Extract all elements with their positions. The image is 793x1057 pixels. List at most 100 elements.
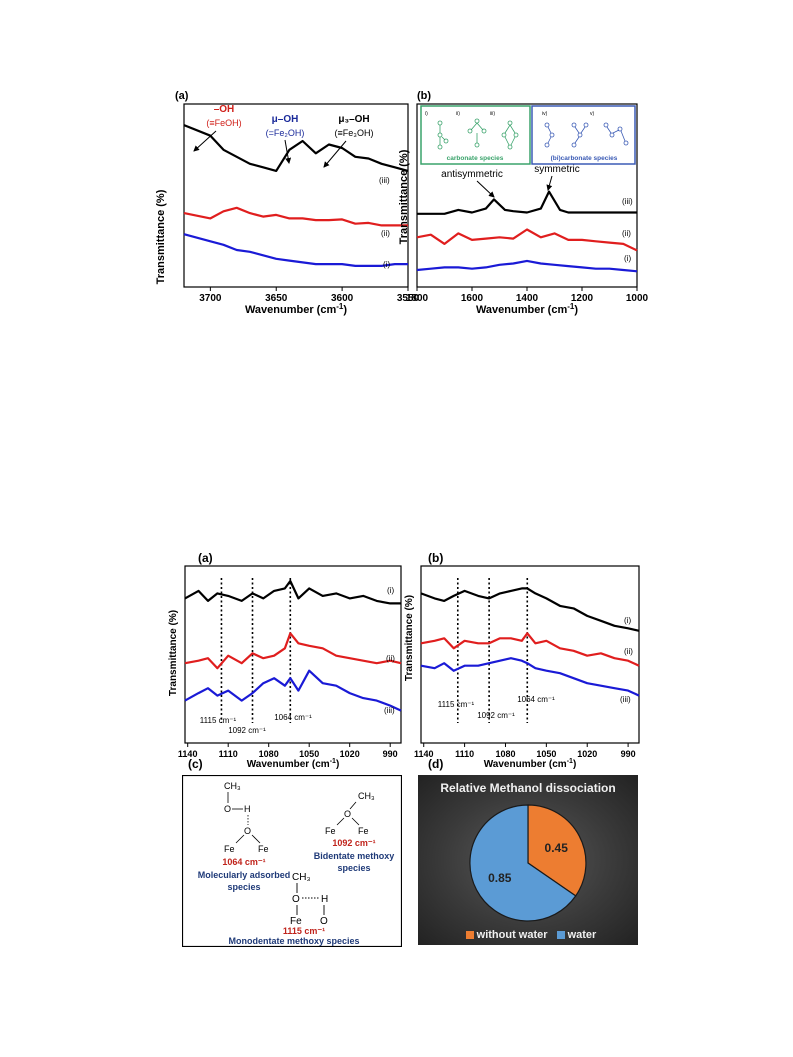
bottom-b-xticks: 1140 1110 1080 1050 1020 990 bbox=[414, 743, 636, 759]
tb-series-2 bbox=[416, 259, 638, 273]
s2-bond-fe1 bbox=[336, 817, 345, 826]
bottom-a-peak2-label: 1092 cm⁻¹ bbox=[228, 726, 266, 735]
s2-bond-fe2 bbox=[351, 817, 360, 826]
tb-tick-label-1000: 1000 bbox=[626, 293, 649, 304]
s2-fe2: Fe bbox=[358, 826, 369, 836]
top-b-inset-bicarbonate-label: (bi)carbonate species bbox=[551, 155, 618, 162]
bb-tick-label-1140: 1140 bbox=[414, 749, 434, 759]
ba-series-2 bbox=[184, 669, 402, 712]
tb-tick-label-1200: 1200 bbox=[571, 293, 594, 304]
s3-h: H bbox=[321, 894, 328, 905]
s2-o: O bbox=[344, 809, 351, 819]
s2-ch3: CH₃ bbox=[358, 791, 375, 801]
ba-tick-label-990: 990 bbox=[383, 749, 398, 759]
top-b-curves bbox=[416, 190, 638, 273]
top-b-inset-carbonate bbox=[420, 105, 531, 165]
top-a-ann3-arrow bbox=[323, 140, 347, 168]
top-figure: (a) Transmittance (%) 3700 3650 3600 3550 W… bbox=[155, 90, 649, 316]
top-a-panel-label: (a) bbox=[175, 90, 189, 102]
s2-bond-1 bbox=[349, 801, 357, 810]
top-b-inset-bicarbonate-structures bbox=[544, 122, 629, 148]
legend-swatch-without-water bbox=[465, 931, 474, 940]
top-a-ann3-bot: (≡Fe₃OH) bbox=[335, 128, 374, 138]
bottom-b-peak2-label: 1092 cm⁻¹ bbox=[477, 711, 515, 720]
s1-o2: O bbox=[244, 826, 251, 836]
top-a-curve-label-ii: (ii) bbox=[381, 229, 390, 238]
top-b-ann-antisym: antisymmetric bbox=[441, 169, 503, 180]
bb-tick-label-1050: 1050 bbox=[536, 749, 556, 759]
top-a-ylabel: Transmittance (%) bbox=[155, 189, 167, 284]
s2-fe1: Fe bbox=[325, 826, 336, 836]
s3-fe: Fe bbox=[290, 916, 302, 927]
pie-legend: without water water bbox=[418, 929, 638, 941]
top-b-ann-sym-arrow bbox=[546, 175, 553, 191]
bottom-b-ylabel: Transmittance (%) bbox=[404, 595, 415, 681]
top-a-ann2-top: μ–OH bbox=[272, 114, 299, 125]
top-a-ann1-arrow bbox=[193, 130, 217, 152]
top-b-curve-label-iii: (iii) bbox=[622, 197, 633, 206]
top-a-curve-label-iii: (iii) bbox=[379, 176, 390, 185]
ta-series-2 bbox=[183, 233, 408, 267]
bottom-a-curves bbox=[184, 579, 402, 712]
top-b-curve-label-i: (i) bbox=[624, 254, 631, 263]
ta-tick-label-3600: 3600 bbox=[331, 293, 354, 304]
top-a-ann2-arrow bbox=[284, 139, 292, 164]
ba-tick-label-1050: 1050 bbox=[299, 749, 319, 759]
ba-series-0 bbox=[184, 579, 401, 605]
s3-name: Monodentate methoxy species bbox=[228, 936, 359, 946]
bottom-a-curve-label-ii: (ii) bbox=[386, 654, 395, 663]
top-a-ann3-top: μ₃–OH bbox=[338, 114, 369, 125]
s3-o2: O bbox=[320, 916, 328, 927]
tb-tick-label-1400: 1400 bbox=[516, 293, 539, 304]
bottom-b-peak1-label: 1115 cm⁻¹ bbox=[438, 700, 475, 709]
s3-ch3: CH₃ bbox=[292, 872, 311, 883]
bottom-spectra-figure: (a) Transmittance (%) 1140 1110 1080 1050 10… bbox=[168, 551, 640, 770]
s2-name-2: species bbox=[337, 863, 370, 873]
ta-series-0 bbox=[183, 124, 409, 172]
ba-tick-label-1140: 1140 bbox=[178, 749, 198, 759]
tb-tick-label-1600: 1600 bbox=[461, 293, 484, 304]
s2-freq: 1092 cm⁻¹ bbox=[332, 838, 375, 848]
bottom-a-plot-frame bbox=[184, 565, 402, 744]
top-a-ann1-bot: (≡FeOH) bbox=[206, 118, 241, 128]
bottom-c-frame bbox=[182, 775, 402, 947]
top-b-inset-bicarbonate bbox=[531, 105, 636, 165]
top-a-xticks: 3700 3650 3600 3550 bbox=[199, 287, 420, 304]
top-b-ann-sym: symmetric bbox=[534, 164, 580, 175]
bottom-b-xlabel: Wavenumber (cm-1) bbox=[484, 758, 577, 770]
pie-value-label-water: 0.85 bbox=[488, 871, 512, 885]
top-a-xlabel: Wavenumber (cm-1) bbox=[245, 302, 347, 316]
bottom-a-curve-label-i: (i) bbox=[387, 586, 394, 595]
top-b-ylabel: Transmittance (%) bbox=[398, 149, 410, 244]
bottom-b-curve-label-iii: (iii) bbox=[620, 695, 631, 704]
top-a-curves bbox=[183, 124, 409, 267]
legend-swatch-water bbox=[556, 931, 565, 940]
s1-bond-fe2 bbox=[251, 834, 261, 844]
ba-series-1 bbox=[184, 632, 402, 670]
s1-name-1: Molecularly adsorbed bbox=[198, 870, 291, 880]
tb-series-0 bbox=[417, 190, 637, 215]
bottom-b-panel-label: (b) bbox=[428, 551, 443, 565]
pie-slice-water bbox=[469, 804, 577, 922]
pie-value-label-without-water: 0.45 bbox=[545, 841, 569, 855]
top-b-xticks: 1800 1600 1400 1200 1000 bbox=[406, 287, 649, 304]
bottom-d-panel-label: (d) bbox=[428, 757, 444, 771]
bottom-a-peak3-label: 1064 cm⁻¹ bbox=[274, 713, 312, 722]
top-b-inset-numeral-ii: ii) bbox=[456, 111, 460, 117]
s1-fe2: Fe bbox=[258, 844, 269, 854]
s2-name-1: Bidentate methoxy bbox=[314, 851, 395, 861]
top-b-xlabel: Wavenumber (cm-1) bbox=[476, 302, 578, 316]
bottom-a-peak-markers bbox=[220, 578, 292, 723]
s1-ch3: CH₃ bbox=[224, 781, 241, 791]
bb-tick-label-1020: 1020 bbox=[577, 749, 597, 759]
bottom-a-xlabel: Wavenumber (cm-1) bbox=[247, 758, 340, 770]
s1-freq: 1064 cm⁻¹ bbox=[222, 857, 265, 867]
bottom-a-ylabel: Transmittance (%) bbox=[168, 610, 179, 696]
top-a-plot-frame bbox=[183, 103, 409, 288]
bottom-b-curve-label-i: (i) bbox=[624, 616, 631, 625]
top-b-inset-numeral-v: v) bbox=[590, 111, 595, 117]
s1-o: O bbox=[224, 804, 231, 814]
ta-tick-label-3700: 3700 bbox=[199, 293, 222, 304]
bottom-c-schematic: CH₃ O H O Fe Fe 1064 cm⁻¹ Molecularly ad… bbox=[182, 775, 402, 947]
top-a-curve-label-i: (i) bbox=[383, 260, 390, 269]
